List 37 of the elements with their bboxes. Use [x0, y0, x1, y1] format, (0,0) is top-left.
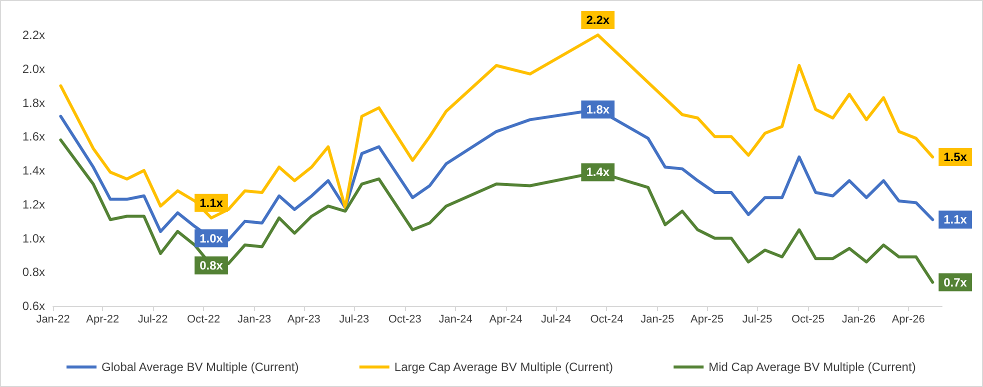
x-tick-label: Jul-22 — [138, 314, 168, 326]
data-label: 1.1x — [944, 212, 968, 227]
y-tick-label: 1.0x — [22, 231, 45, 246]
legend-label: Mid Cap Average BV Multiple (Current) — [708, 360, 916, 374]
x-tick-label: Oct-22 — [187, 314, 220, 326]
x-tick-label: Jul-23 — [339, 314, 370, 326]
line-series — [59, 138, 934, 284]
y-tick-label: 1.8x — [22, 96, 45, 110]
line-series — [59, 34, 934, 220]
y-tick-label: 1.4x — [22, 164, 45, 178]
data-label: 0.7x — [944, 275, 968, 290]
y-tick-label: 0.8x — [22, 265, 45, 280]
x-tick-label: Apr-25 — [690, 314, 724, 326]
data-label: 1.1x — [200, 196, 224, 210]
x-tick-label: Jul-24 — [540, 314, 571, 326]
data-label: 2.2x — [586, 13, 610, 27]
x-tick-label: Oct-24 — [590, 314, 624, 326]
legend-label: Global Average BV Multiple (Current) — [102, 360, 299, 374]
x-tick-label: Apr-26 — [892, 314, 925, 326]
x-tick-label: Jan-26 — [842, 314, 876, 326]
x-tick-label: Jan-25 — [640, 314, 674, 326]
x-tick-label: Apr-23 — [287, 314, 320, 326]
x-tick-label: Jan-24 — [438, 314, 472, 326]
x-tick-label: Jan-23 — [237, 314, 272, 326]
x-tick-label: Jul-25 — [742, 314, 772, 326]
y-tick-label: 1.6x — [22, 130, 45, 144]
y-tick-label: 2.2x — [22, 28, 45, 42]
y-tick-label: 1.2x — [22, 197, 45, 212]
x-tick-label: Oct-25 — [791, 314, 824, 326]
y-tick-label: 0.6x — [22, 299, 45, 313]
x-tick-label: Oct-23 — [388, 314, 422, 326]
y-tick-label: 2.0x — [22, 62, 45, 76]
x-tick-label: Apr-22 — [86, 314, 120, 326]
x-tick-label: Apr-24 — [489, 314, 522, 326]
data-label: 1.5x — [944, 150, 968, 164]
x-tick-label: Jan-22 — [36, 314, 70, 326]
legend-label: Large Cap Average BV Multiple (Current) — [394, 360, 613, 374]
